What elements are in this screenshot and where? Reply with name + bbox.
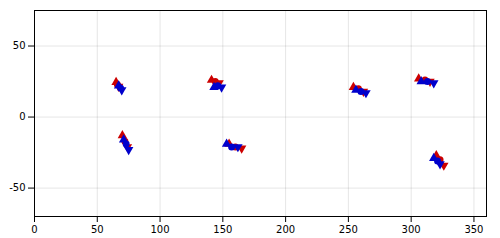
svg-text:350: 350 xyxy=(464,224,483,235)
svg-text:200: 200 xyxy=(276,224,295,235)
svg-text:0: 0 xyxy=(19,111,25,122)
svg-text:50: 50 xyxy=(13,40,26,51)
svg-text:50: 50 xyxy=(91,224,104,235)
svg-text:250: 250 xyxy=(339,224,358,235)
svg-text:150: 150 xyxy=(213,224,232,235)
svg-text:0: 0 xyxy=(31,224,37,235)
svg-text:100: 100 xyxy=(151,224,170,235)
svg-text:300: 300 xyxy=(402,224,421,235)
svg-text:-50: -50 xyxy=(9,182,25,193)
